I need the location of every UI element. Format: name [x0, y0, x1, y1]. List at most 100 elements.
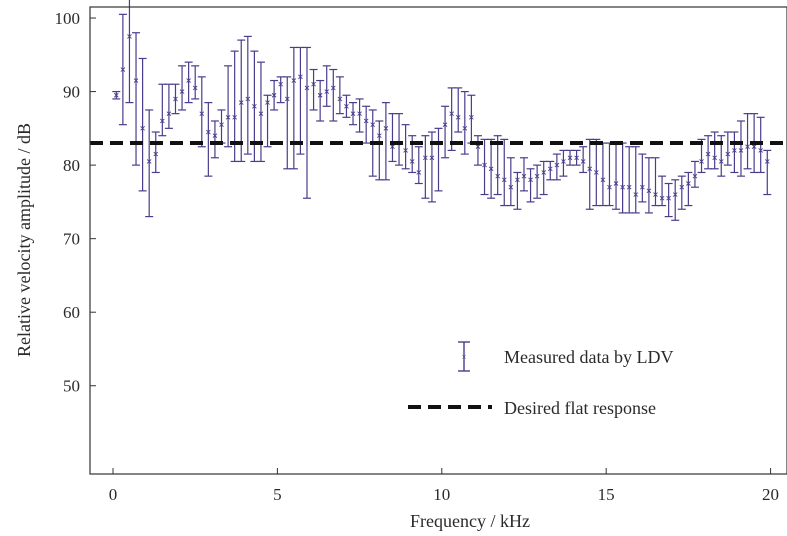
- data-point: [592, 138, 601, 207]
- data-point: [322, 65, 331, 107]
- data-point: [572, 149, 581, 166]
- data-point: [158, 83, 167, 137]
- data-point: [447, 87, 456, 152]
- legend-label-desired: Desired flat response: [504, 398, 656, 418]
- data-point: [210, 120, 219, 159]
- data-point: [539, 160, 548, 196]
- data-point: [454, 87, 463, 133]
- data-point: [395, 113, 404, 166]
- data-point: [289, 46, 298, 170]
- data-point: [125, 0, 134, 104]
- data-point: [309, 68, 318, 111]
- data-point: [638, 153, 647, 203]
- x-tick-label: 20: [762, 485, 779, 504]
- data-point: [559, 149, 568, 177]
- plot-frame: [89, 6, 787, 475]
- data-point: [480, 138, 489, 196]
- legend-label-measured: Measured data by LDV: [504, 347, 673, 367]
- legend: × Measured data by LDV Desired flat resp…: [408, 341, 673, 418]
- data-point: [671, 179, 680, 221]
- data-point: [658, 175, 667, 207]
- axis-ticks: 0 5 10 15 20 50 60 70 80 90 100: [55, 9, 780, 504]
- data-point: [243, 35, 252, 155]
- data-point: [533, 164, 542, 199]
- data-point: [434, 127, 443, 192]
- data-point: [388, 113, 397, 163]
- data-point: [296, 46, 305, 155]
- data-point: [519, 157, 528, 192]
- data-point: [164, 83, 173, 129]
- data-point: [355, 98, 364, 133]
- data-point: [112, 90, 121, 100]
- measured-data-series: [112, 0, 772, 221]
- data-point: [493, 135, 502, 196]
- data-point: [335, 76, 344, 115]
- data-point: [191, 65, 200, 100]
- x-tick-label: 10: [433, 485, 450, 504]
- data-point: [487, 138, 496, 199]
- data-point: [151, 131, 160, 174]
- x-tick-label: 15: [598, 485, 615, 504]
- data-point: [552, 153, 561, 181]
- data-point: [546, 160, 555, 181]
- data-point: [651, 157, 660, 207]
- data-point: [566, 149, 575, 166]
- data-point: [500, 138, 509, 207]
- data-point: [763, 149, 772, 196]
- data-point: [625, 146, 634, 214]
- data-point: [598, 142, 607, 207]
- data-point: [513, 171, 522, 210]
- data-point: [145, 109, 154, 218]
- data-point: [381, 102, 390, 181]
- data-point: [717, 135, 726, 177]
- x-axis-label: Frequency / kHz: [410, 511, 530, 531]
- x-tick-label: 0: [109, 485, 118, 504]
- data-point: [270, 79, 279, 111]
- data-point: [605, 142, 614, 207]
- data-point: [132, 32, 141, 166]
- y-tick-label: 100: [55, 9, 81, 28]
- data-point: [197, 76, 206, 148]
- data-point: [585, 138, 594, 210]
- y-axis-label: Relative velocity amplitude / dB: [14, 123, 34, 357]
- data-point: [204, 102, 213, 177]
- data-point: [467, 94, 476, 144]
- data-point: [171, 83, 180, 115]
- data-point: [730, 131, 739, 174]
- data-point: [217, 109, 226, 144]
- x-tick-label: 5: [273, 485, 282, 504]
- data-point: [684, 171, 693, 207]
- data-point: [704, 135, 713, 170]
- data-point: [526, 168, 535, 203]
- data-point: [460, 90, 469, 155]
- data-point: [441, 105, 450, 159]
- legend-errorbar-symbol: ×: [458, 341, 470, 372]
- data-point: [316, 79, 325, 122]
- data-point: [736, 120, 745, 177]
- data-point: [342, 94, 351, 118]
- data-point: [224, 65, 233, 148]
- data-point: [302, 46, 311, 199]
- data-point: [631, 146, 640, 214]
- data-point: [612, 142, 621, 210]
- data-point: [184, 61, 193, 104]
- data-point: [723, 131, 732, 166]
- data-point: [506, 157, 515, 207]
- data-point: [349, 102, 358, 126]
- y-tick-label: 50: [63, 377, 80, 396]
- y-tick-label: 60: [63, 303, 80, 322]
- y-tick-label: 80: [63, 156, 80, 175]
- y-tick-label: 90: [63, 83, 80, 102]
- svg-text:×: ×: [461, 352, 466, 362]
- data-point: [710, 131, 719, 170]
- data-point: [690, 160, 699, 188]
- data-point: [618, 142, 627, 214]
- data-point: [138, 57, 147, 192]
- data-point: [664, 182, 673, 218]
- data-point: [644, 157, 653, 214]
- data-point: [473, 135, 482, 166]
- data-point: [677, 175, 686, 210]
- data-point: [421, 135, 430, 199]
- y-tick-label: 70: [63, 230, 80, 249]
